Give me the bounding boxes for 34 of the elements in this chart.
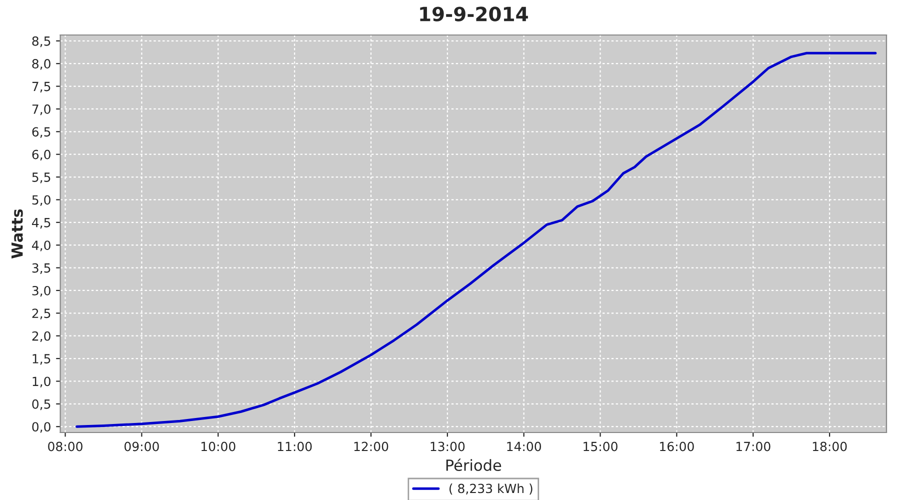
line-series [75,52,877,428]
y-tick-label: 3,0 [32,286,50,297]
y-tick-label: 1,0 [32,376,50,388]
chart-title: 19-9-2014 [420,6,528,22]
y-tick-label: 4,5 [32,218,50,229]
y-tick-label: 2,5 [32,308,50,320]
y-tick-label: 0,5 [32,399,50,410]
y-tick-label: 8,0 [32,59,50,70]
x-tick-label: 16:00 [660,442,694,452]
x-tick-label: 11:00 [278,442,312,452]
y-tick-label: 8,5 [32,36,50,48]
y-tick-label: 6,0 [32,150,50,161]
y-tick-label: 2,0 [32,331,50,342]
y-tick-label: 3,5 [32,263,50,274]
x-tick-label: 09:00 [124,442,159,452]
legend-label: ( 8,233 kWh ) [449,484,532,495]
x-tick-label: 13:00 [430,442,465,452]
x-tick-label: 15:00 [584,442,618,452]
y-tick-label: 1,5 [32,354,50,365]
y-tick-label: 0,0 [32,422,50,433]
x-tick-label: 10:00 [201,442,236,452]
y-tick-label: 7,5 [32,82,50,92]
y-tick-label: 7,0 [32,104,50,116]
x-tick-label: 08:00 [48,442,82,452]
x-tick-label: 12:00 [354,442,388,452]
y-tick-label: 6,5 [32,127,50,138]
y-tick-label: 5,5 [32,172,50,184]
x-axis-title: Période [446,458,502,472]
x-tick-label: 17:00 [736,442,770,452]
x-tick-label: 18:00 [812,442,847,452]
y-tick-label: 4,0 [32,240,50,252]
y-axis-title: Watts [12,209,23,258]
x-tick-label: 14:00 [507,442,542,452]
y-tick-label: 5,0 [32,195,50,206]
